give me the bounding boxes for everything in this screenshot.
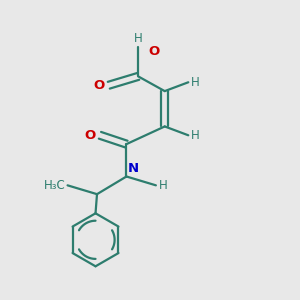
Text: H: H <box>191 76 200 89</box>
Text: O: O <box>84 129 95 142</box>
Text: H: H <box>134 32 142 46</box>
Text: H: H <box>159 179 168 192</box>
Text: O: O <box>149 45 160 58</box>
Text: H₃C: H₃C <box>44 179 66 192</box>
Text: O: O <box>93 79 104 92</box>
Text: N: N <box>128 162 139 175</box>
Text: H: H <box>191 129 200 142</box>
